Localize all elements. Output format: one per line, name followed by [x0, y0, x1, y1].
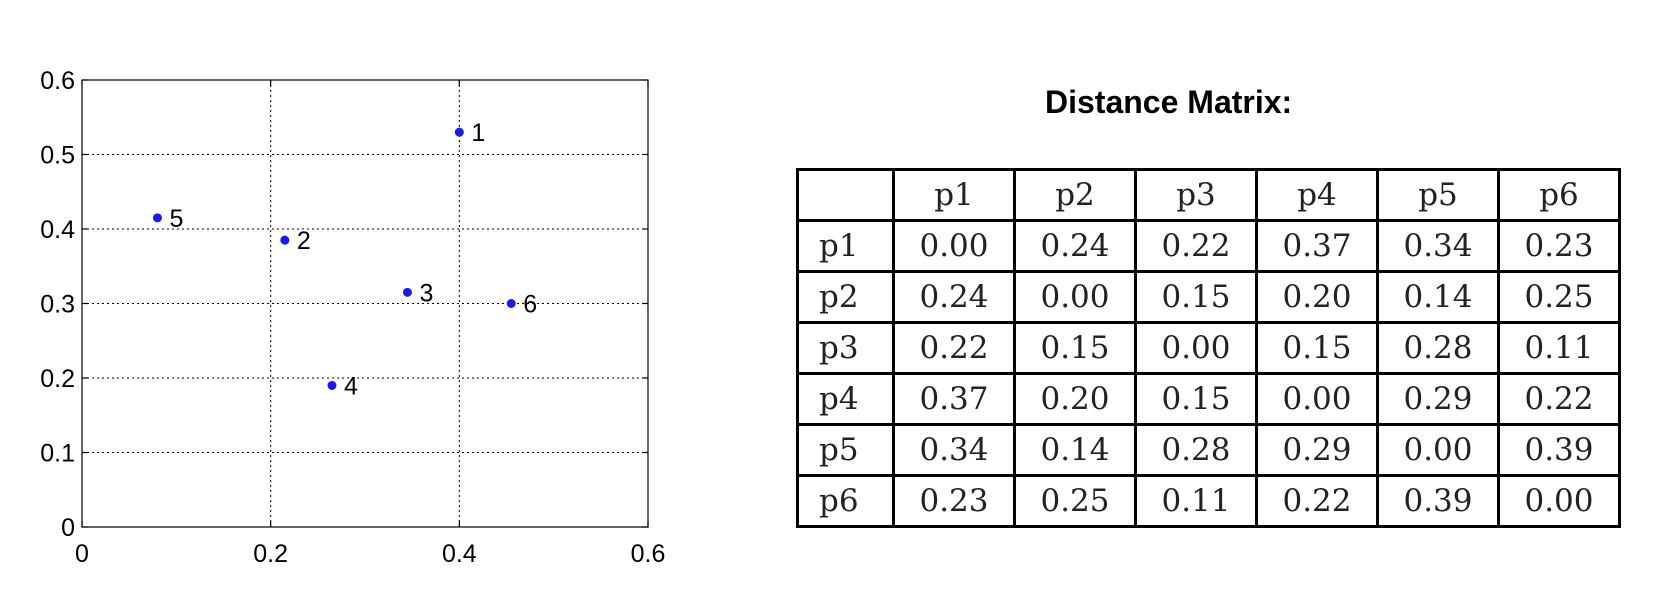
matrix-cell: 0.11: [1134, 474, 1258, 528]
matrix-cell: 0.14: [1013, 423, 1137, 477]
data-point: [506, 299, 516, 308]
data-point-label: 3: [419, 279, 433, 307]
matrix-row-header: p3: [796, 321, 895, 375]
data-point-label: 1: [471, 119, 485, 147]
matrix-cell: 0.37: [1255, 219, 1379, 273]
matrix-row: p5 0.34 0.14 0.28 0.29 0.00 0.39: [796, 423, 1621, 477]
matrix-cell: 0.24: [892, 270, 1016, 324]
matrix-cell: 0.00: [892, 219, 1016, 273]
y-tick-label: 0.3: [40, 291, 75, 319]
matrix-corner-cell: [796, 168, 895, 222]
y-tick-label: 0.4: [40, 216, 75, 244]
matrix-row-header: p5: [796, 423, 895, 477]
y-tick-label: 0.5: [40, 142, 75, 170]
matrix-cell: 0.00: [1497, 474, 1621, 528]
matrix-cell: 0.39: [1497, 423, 1621, 477]
matrix-column-header: p5: [1376, 168, 1500, 222]
matrix-row-header: p4: [796, 372, 895, 426]
data-point: [454, 127, 464, 137]
matrix-cell: 0.15: [1134, 372, 1258, 426]
matrix-body: p1 0.00 0.24 0.22 0.37 0.34 0.23 p2 0.24 0.00 0.15…: [796, 219, 1621, 528]
matrix-row-header: p2: [796, 270, 895, 324]
matrix-cell: 0.24: [1013, 219, 1137, 273]
matrix-cell: 0.00: [1134, 321, 1258, 375]
data-point-label: 6: [523, 291, 537, 319]
matrix-cell: 0.15: [1134, 270, 1258, 324]
matrix-cell: 0.14: [1376, 270, 1500, 324]
matrix-cell: 0.00: [1013, 270, 1137, 324]
scatter-plot: 0 0.2 0.4 0.6 0 0.1 0.2 0.3 0.4 0.5 0.6 1 2 3 4 5 6: [40, 67, 665, 568]
matrix-cell: 0.22: [892, 321, 1016, 375]
x-tick-label: 0.6: [631, 540, 666, 568]
matrix-cell: 0.28: [1376, 321, 1500, 375]
matrix-header-row: p1 p2 p3 p4 p5 p6: [796, 168, 1621, 222]
x-tick-label: 0: [75, 540, 89, 568]
matrix-cell: 0.28: [1134, 423, 1258, 477]
matrix-cell: 0.25: [1497, 270, 1621, 324]
matrix-cell: 0.22: [1497, 372, 1621, 426]
data-point: [402, 287, 412, 297]
matrix-cell: 0.25: [1013, 474, 1137, 528]
x-tick-label: 0.2: [253, 540, 288, 568]
matrix-cell: 0.23: [892, 474, 1016, 528]
matrix-cell: 0.00: [1376, 423, 1500, 477]
matrix-cell: 0.20: [1013, 372, 1137, 426]
matrix-column-header: p3: [1134, 168, 1258, 222]
matrix-column-header: p2: [1013, 168, 1137, 222]
x-tick-label: 0.4: [442, 540, 477, 568]
matrix-row: p1 0.00 0.24 0.22 0.37 0.34 0.23: [796, 219, 1621, 273]
matrix-cell: 0.22: [1255, 474, 1379, 528]
matrix-cell: 0.39: [1376, 474, 1500, 528]
matrix-cell: 0.34: [892, 423, 1016, 477]
matrix-row-header: p6: [796, 474, 895, 528]
data-point: [152, 213, 162, 223]
matrix-row: p6 0.23 0.25 0.11 0.22 0.39 0.00: [796, 474, 1621, 528]
data-point: [327, 380, 337, 390]
y-tick-label: 0.2: [40, 365, 75, 393]
matrix-cell: 0.37: [892, 372, 1016, 426]
matrix-column-header: p6: [1497, 168, 1621, 222]
matrix-cell: 0.23: [1497, 219, 1621, 273]
matrix-row: p2 0.24 0.00 0.15 0.20 0.14 0.25: [796, 270, 1621, 324]
data-point: [280, 235, 290, 245]
matrix-cell: 0.29: [1376, 372, 1500, 426]
y-tick-label: 0.6: [40, 67, 75, 95]
matrix-column-header: p1: [892, 168, 1016, 222]
matrix-cell: 0.15: [1255, 321, 1379, 375]
data-point-label: 4: [344, 372, 358, 400]
matrix-row: p4 0.37 0.20 0.15 0.00 0.29 0.22: [796, 372, 1621, 426]
grid: [82, 80, 648, 527]
matrix-cell: 0.29: [1255, 423, 1379, 477]
matrix-cell: 0.11: [1497, 321, 1621, 375]
data-point-label: 5: [169, 205, 183, 233]
matrix-row: p3 0.22 0.15 0.00 0.15 0.28 0.11: [796, 321, 1621, 375]
y-tick-label: 0.1: [40, 440, 75, 468]
data-points: 1 2 3 4 5 6: [152, 119, 537, 400]
matrix-cell: 0.22: [1134, 219, 1258, 273]
matrix-cell: 0.20: [1255, 270, 1379, 324]
matrix-title: Distance Matrix:: [1045, 84, 1293, 120]
data-point-label: 2: [297, 227, 311, 255]
distance-matrix: p1 p2 p3 p4 p5 p6 p1 0.00 0.24 0.22 0.37 0.34 0.23 p…: [796, 168, 1621, 528]
matrix-cell: 0.34: [1376, 219, 1500, 273]
matrix-row-header: p1: [796, 219, 895, 273]
axis-ticks: 0 0.2 0.4 0.6 0 0.1 0.2 0.3 0.4 0.5 0.6: [40, 67, 665, 568]
matrix-column-header: p4: [1255, 168, 1379, 222]
matrix-cell: 0.15: [1013, 321, 1137, 375]
y-tick-label: 0: [61, 514, 75, 542]
matrix-cell: 0.00: [1255, 372, 1379, 426]
